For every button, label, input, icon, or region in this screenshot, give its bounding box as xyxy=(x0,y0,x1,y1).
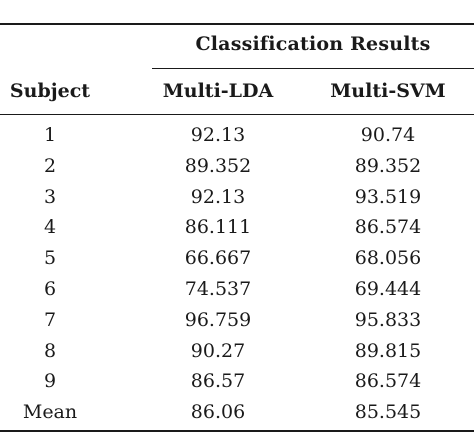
multi-lda-column-header: Multi-LDA xyxy=(162,80,274,102)
multi-svm-cell: 86.574 xyxy=(354,370,422,393)
subject-column-header: Subject xyxy=(9,80,91,102)
header-rule xyxy=(0,114,474,115)
subject-cell: 1 xyxy=(43,124,57,146)
multi-lda-cell: 86.57 xyxy=(190,370,246,393)
multi-svm-cell: 93.519 xyxy=(354,185,422,208)
multi-svm-cell: 86.574 xyxy=(354,216,422,239)
group-header: Classification Results xyxy=(195,33,431,55)
subject-cell: 9 xyxy=(43,370,57,393)
subject-cell: 2 xyxy=(43,154,57,177)
top-rule xyxy=(0,23,474,25)
multi-svm-cell: 85.545 xyxy=(354,401,422,424)
multi-lda-cell: 89.352 xyxy=(184,154,252,177)
table-row: 6 74.537 69.444 xyxy=(0,274,474,305)
multi-lda-cell: 92.13 xyxy=(190,124,246,146)
subject-cell: 6 xyxy=(43,277,57,300)
table-row: 3 92.13 93.519 xyxy=(0,182,474,213)
subject-cell: Mean xyxy=(22,401,78,424)
multi-svm-cell: 68.056 xyxy=(354,247,422,270)
group-header-rule xyxy=(152,68,474,69)
multi-lda-cell: 90.27 xyxy=(190,339,246,362)
multi-lda-cell: 86.06 xyxy=(190,401,246,424)
multi-svm-cell: 69.444 xyxy=(354,277,422,300)
multi-svm-cell: 89.352 xyxy=(354,154,422,177)
multi-lda-cell: 66.667 xyxy=(184,247,252,270)
table-row: 2 89.352 89.352 xyxy=(0,151,474,182)
multi-svm-cell: 90.74 xyxy=(360,124,416,146)
subject-cell: 3 xyxy=(43,185,57,208)
table-row: Mean 86.06 85.545 xyxy=(0,397,474,428)
multi-svm-cell: 95.833 xyxy=(354,308,422,331)
multi-svm-column-header: Multi-SVM xyxy=(330,80,446,102)
table-body: 1 92.13 90.74 2 89.352 89.352 3 92.13 93.519 4 86.… xyxy=(0,120,474,428)
multi-svm-cell: 89.815 xyxy=(354,339,422,362)
table-row: 8 90.27 89.815 xyxy=(0,336,474,367)
subject-cell: 7 xyxy=(43,308,57,331)
subject-cell: 8 xyxy=(43,339,57,362)
subject-cell: 4 xyxy=(43,216,57,239)
multi-lda-cell: 86.111 xyxy=(184,216,252,239)
multi-lda-cell: 96.759 xyxy=(184,308,252,331)
table-row: 7 96.759 95.833 xyxy=(0,305,474,336)
table-row: 4 86.111 86.574 xyxy=(0,212,474,243)
table-row: 5 66.667 68.056 xyxy=(0,243,474,274)
multi-lda-cell: 92.13 xyxy=(190,185,246,208)
multi-lda-cell: 74.537 xyxy=(184,277,252,300)
table-row: 9 86.57 86.574 xyxy=(0,366,474,397)
bottom-rule xyxy=(0,430,474,432)
subject-cell: 5 xyxy=(43,247,57,270)
table-row: 1 92.13 90.74 xyxy=(0,120,474,151)
